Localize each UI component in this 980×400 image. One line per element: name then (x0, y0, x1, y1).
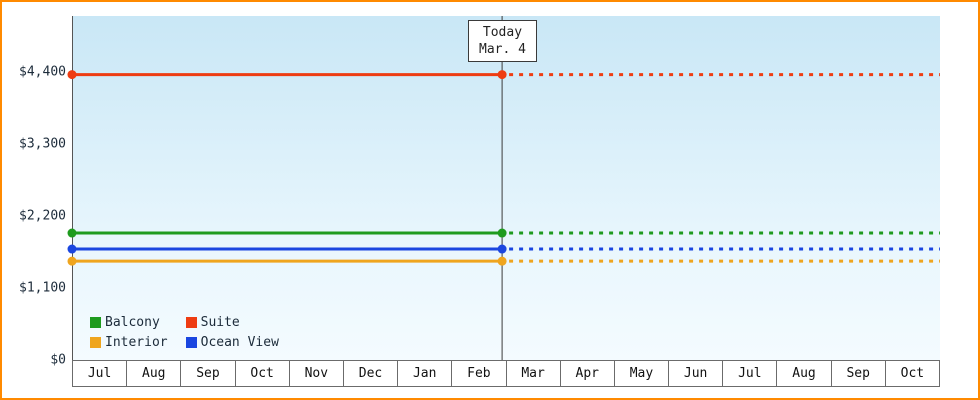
x-axis-month-cell: Feb (452, 361, 507, 386)
today-label-title: Today (482, 25, 523, 40)
legend-swatch-suite (185, 316, 197, 328)
legend-item-ocean-view: Ocean View (185, 333, 279, 351)
x-axis-month-cell: Oct (236, 361, 290, 386)
x-axis-month-cell: Apr (561, 361, 615, 386)
x-axis-month-cell: Nov (290, 361, 344, 386)
legend-item-interior: Interior (90, 333, 168, 351)
legend: Balcony Suite Interior Ocean View (90, 313, 279, 351)
x-axis-month-cell: Mar (507, 361, 561, 386)
x-axis-month-cell: Aug (777, 361, 832, 386)
x-axis-month-cell: Jun (669, 361, 724, 386)
today-label-date: Mar. 4 (479, 42, 526, 57)
legend-swatch-ocean-view (185, 336, 197, 348)
legend-label: Balcony (105, 314, 160, 330)
x-axis-month-cell: Jul (73, 361, 128, 386)
x-axis-month-cell: Aug (127, 361, 182, 386)
plot-area (72, 16, 940, 360)
legend-item-suite: Suite (185, 313, 279, 331)
today-label: Today Mar. 4 (468, 20, 537, 62)
legend-swatch-interior (90, 336, 101, 348)
x-axis-month-row: Jul Aug Sep Oct Nov Dec Jan Feb Mar Apr May Jun Jul A… (72, 360, 940, 387)
legend-label: Interior (105, 334, 168, 350)
legend-swatch-balcony (90, 316, 101, 328)
y-axis-tick-label: $0 (50, 352, 66, 368)
y-axis-tick-label: $2,200 (19, 208, 66, 224)
y-axis-tick-label: $3,300 (19, 136, 66, 152)
x-axis-month-cell: Jan (398, 361, 453, 386)
y-axis-tick-label: $1,100 (19, 280, 66, 296)
legend-item-balcony: Balcony (90, 313, 168, 331)
x-axis-month-cell: Oct (900, 366, 925, 381)
y-axis-tick-label: $4,400 (19, 64, 66, 80)
x-axis-month-cell: Sep (181, 361, 236, 386)
legend-label: Suite (200, 314, 240, 330)
x-axis-month-cell: Dec (344, 361, 399, 386)
x-axis-month-cell: May (615, 361, 670, 386)
legend-label: Ocean View (200, 334, 279, 350)
x-axis-month-cell: Sep (832, 361, 886, 386)
x-axis-month-cell: Jul (723, 361, 778, 386)
